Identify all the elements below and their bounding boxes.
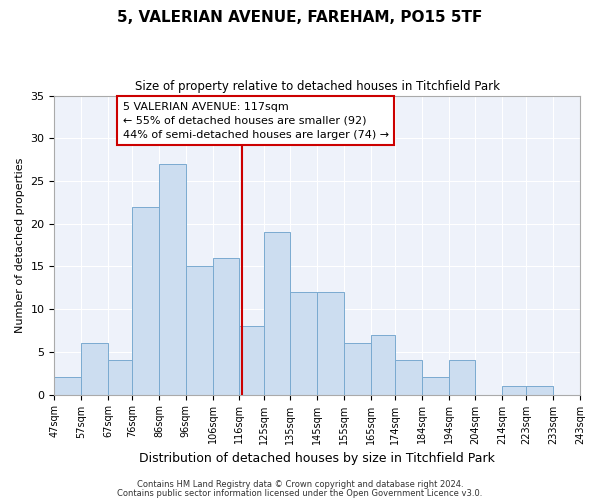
- Text: Contains public sector information licensed under the Open Government Licence v3: Contains public sector information licen…: [118, 488, 482, 498]
- Bar: [239, 326, 263, 394]
- Bar: [55, 378, 81, 394]
- Y-axis label: Number of detached properties: Number of detached properties: [15, 158, 25, 332]
- Bar: [159, 164, 186, 394]
- Text: 5 VALERIAN AVENUE: 117sqm
← 55% of detached houses are smaller (92)
44% of semi-: 5 VALERIAN AVENUE: 117sqm ← 55% of detac…: [123, 102, 389, 140]
- Bar: [108, 360, 132, 394]
- Bar: [526, 386, 553, 394]
- Bar: [81, 344, 108, 394]
- Bar: [422, 378, 449, 394]
- Bar: [395, 360, 422, 394]
- Bar: [132, 206, 159, 394]
- Bar: [449, 360, 475, 394]
- X-axis label: Distribution of detached houses by size in Titchfield Park: Distribution of detached houses by size …: [139, 452, 495, 465]
- Bar: [344, 344, 371, 394]
- Title: Size of property relative to detached houses in Titchfield Park: Size of property relative to detached ho…: [135, 80, 500, 93]
- Text: Contains HM Land Registry data © Crown copyright and database right 2024.: Contains HM Land Registry data © Crown c…: [137, 480, 463, 489]
- Bar: [317, 292, 344, 394]
- Bar: [502, 386, 526, 394]
- Bar: [371, 335, 395, 394]
- Bar: [186, 266, 212, 394]
- Bar: [263, 232, 290, 394]
- Bar: [290, 292, 317, 394]
- Text: 5, VALERIAN AVENUE, FAREHAM, PO15 5TF: 5, VALERIAN AVENUE, FAREHAM, PO15 5TF: [118, 10, 482, 25]
- Bar: [212, 258, 239, 394]
